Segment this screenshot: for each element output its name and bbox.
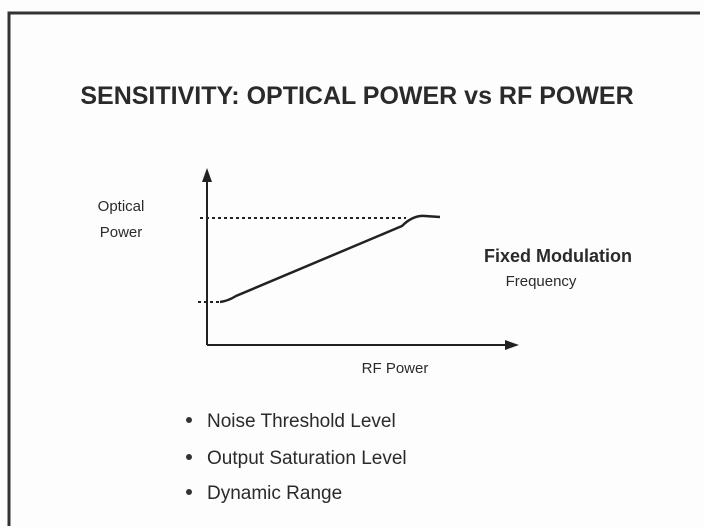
bullet: Dynamic Range bbox=[207, 483, 342, 504]
bullet-dot bbox=[186, 489, 192, 495]
x-axis-label: RF Power bbox=[362, 360, 429, 377]
bullet: Output Saturation Level bbox=[207, 448, 407, 469]
frame bbox=[7, 11, 700, 526]
annotation: Frequency bbox=[506, 273, 577, 290]
response-curve bbox=[219, 214, 441, 304]
y-axis-label: Optical bbox=[98, 198, 145, 215]
bullet-dot bbox=[186, 417, 192, 423]
annotation: Fixed Modulation bbox=[484, 246, 632, 266]
title: SENSITIVITY: OPTICAL POWER vs RF POWER bbox=[80, 82, 633, 110]
x-axis-arrow bbox=[505, 340, 519, 350]
y-axis-arrow bbox=[202, 168, 212, 182]
bullet: Noise Threshold Level bbox=[207, 411, 396, 432]
bullet-dot bbox=[186, 454, 192, 460]
y-axis-label: Power bbox=[100, 224, 143, 241]
